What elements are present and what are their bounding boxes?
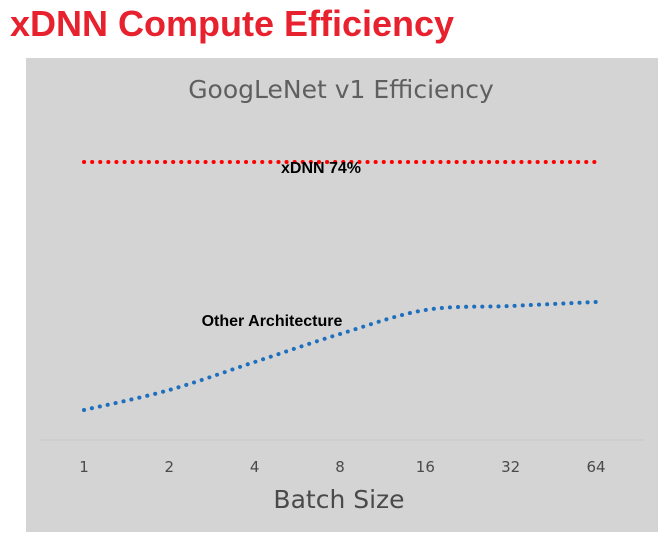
x-tick-label: 32	[501, 458, 520, 476]
slide-title: xDNN Compute Efficiency	[10, 3, 455, 44]
x-tick-label: 2	[165, 458, 175, 476]
series-label-xdnn: xDNN 74%	[281, 160, 361, 177]
chart-title: GoogLeNet v1 Efficiency	[188, 75, 494, 104]
x-tick-label: 16	[416, 458, 435, 476]
x-axis-label: Batch Size	[273, 485, 404, 514]
efficiency-chart: GoogLeNet v1 Efficiency 1 2 4 8 16 32 64 xDNN …	[40, 75, 644, 514]
x-tick-labels: 1 2 4 8 16 32 64	[79, 458, 605, 476]
x-tick-label: 4	[250, 458, 260, 476]
chart-panel: GoogLeNet v1 Efficiency 1 2 4 8 16 32 64 xDNN …	[26, 58, 658, 532]
series-line-1	[82, 300, 598, 412]
x-tick-label: 64	[586, 458, 605, 476]
series-label-other: Other Architecture	[202, 313, 343, 330]
x-tick-label: 8	[335, 458, 345, 476]
x-tick-label: 1	[79, 458, 89, 476]
series-layer	[82, 160, 598, 412]
